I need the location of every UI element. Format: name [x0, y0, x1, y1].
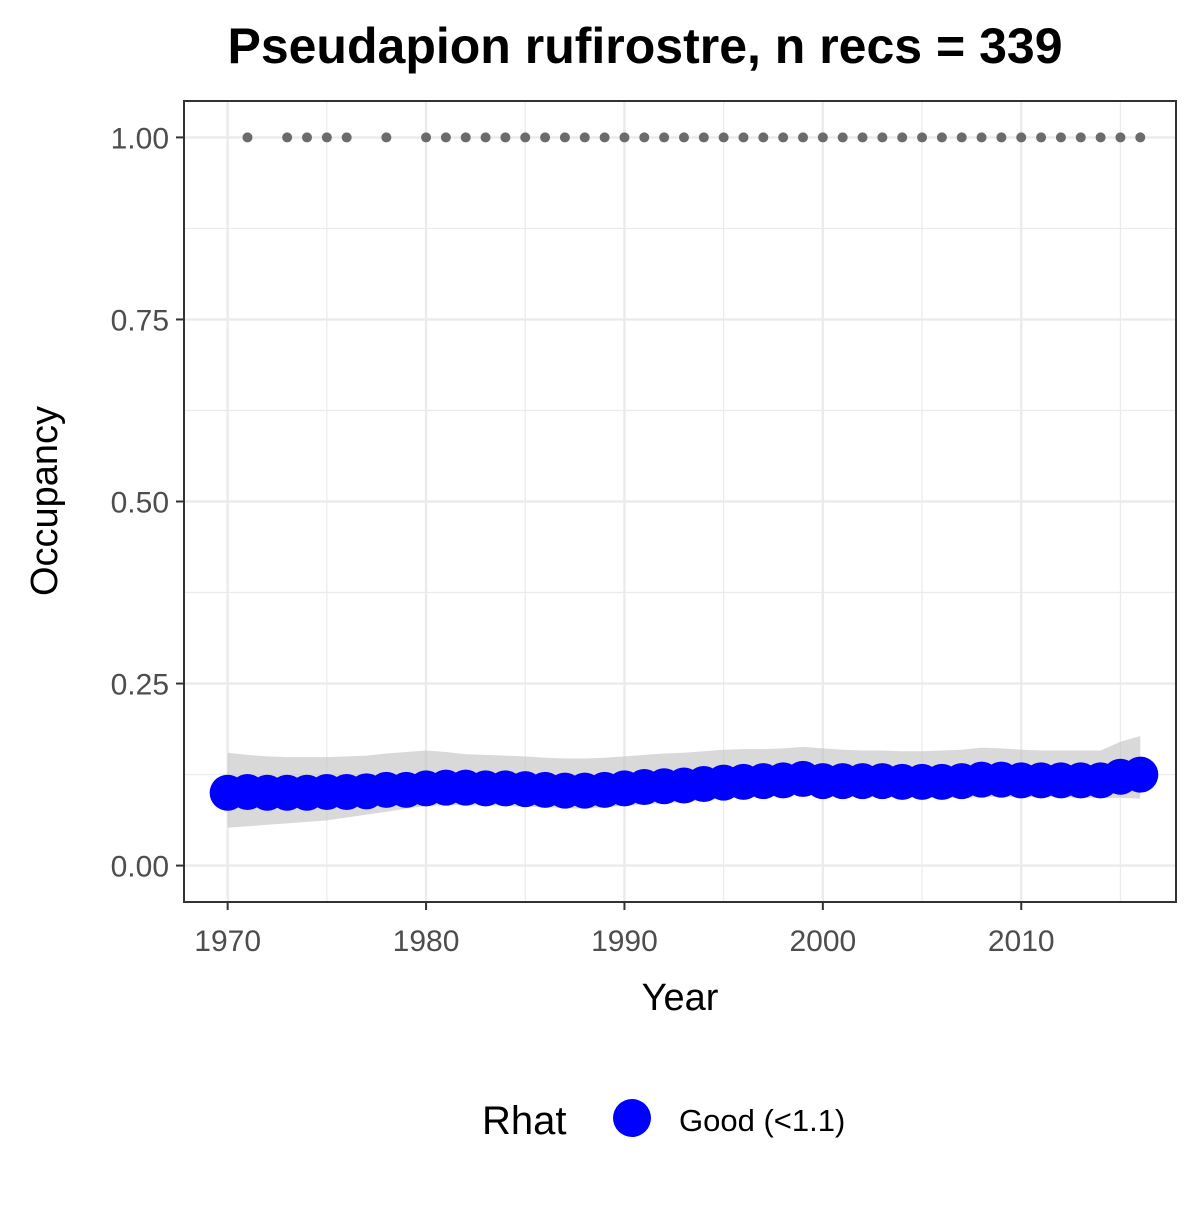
- record-point: [1095, 132, 1106, 143]
- record-point: [540, 132, 551, 143]
- legend-title: Rhat: [482, 1099, 567, 1143]
- x-axis-title: Year: [642, 977, 719, 1019]
- record-point: [936, 132, 947, 143]
- y-axis-title: Occupancy: [24, 406, 66, 596]
- series-points-layer: [209, 756, 1159, 811]
- x-tick-label: 2000: [789, 925, 856, 958]
- record-point: [798, 132, 809, 143]
- record-point: [421, 132, 432, 143]
- record-points-layer: [242, 132, 1146, 143]
- chart-title: Pseudapion rufirostre, n recs = 339: [227, 18, 1062, 74]
- x-axis: 1970 1980 1990 2000 2010: [194, 902, 1055, 958]
- record-point: [619, 132, 630, 143]
- record-point: [1036, 132, 1047, 143]
- record-point: [659, 132, 670, 143]
- record-point: [678, 132, 689, 143]
- record-point: [282, 132, 293, 143]
- record-point: [1135, 132, 1146, 143]
- record-point: [877, 132, 888, 143]
- record-point: [778, 132, 789, 143]
- record-point: [242, 132, 253, 143]
- record-point: [956, 132, 967, 143]
- y-tick-label: 0.00: [111, 851, 169, 884]
- legend-label-good: Good (<1.1): [679, 1103, 845, 1138]
- plot-panel: [183, 100, 1177, 903]
- occupancy-point: [1122, 756, 1159, 793]
- record-point: [1016, 132, 1027, 143]
- record-point: [718, 132, 729, 143]
- record-point: [857, 132, 868, 143]
- x-tick-label: 2010: [988, 925, 1055, 958]
- record-point: [341, 132, 352, 143]
- record-point: [698, 132, 709, 143]
- legend: Rhat Good (<1.1): [482, 1099, 845, 1143]
- legend-key-good: [613, 1099, 651, 1137]
- y-tick-label: 0.75: [111, 304, 169, 337]
- record-point: [1115, 132, 1126, 143]
- record-point: [917, 132, 928, 143]
- record-point: [1075, 132, 1086, 143]
- record-point: [817, 132, 828, 143]
- record-point: [996, 132, 1007, 143]
- record-point: [440, 132, 451, 143]
- record-point: [500, 132, 511, 143]
- record-point: [559, 132, 570, 143]
- record-point: [520, 132, 531, 143]
- record-point: [976, 132, 987, 143]
- record-point: [480, 132, 491, 143]
- y-tick-label: 1.00: [111, 122, 169, 155]
- record-point: [460, 132, 471, 143]
- record-point: [758, 132, 769, 143]
- y-tick-label: 0.50: [111, 487, 169, 520]
- record-point: [639, 132, 650, 143]
- record-point: [302, 132, 313, 143]
- y-tick-label: 0.25: [111, 669, 169, 702]
- y-axis: 0.00 0.25 0.50 0.75 1.00: [111, 122, 184, 884]
- record-point: [897, 132, 908, 143]
- record-point: [738, 132, 749, 143]
- record-point: [381, 132, 392, 143]
- x-tick-label: 1990: [591, 925, 658, 958]
- record-point: [837, 132, 848, 143]
- record-point: [321, 132, 332, 143]
- record-point: [579, 132, 590, 143]
- record-point: [1055, 132, 1066, 143]
- x-tick-label: 1980: [393, 925, 460, 958]
- x-tick-label: 1970: [194, 925, 261, 958]
- record-point: [599, 132, 610, 143]
